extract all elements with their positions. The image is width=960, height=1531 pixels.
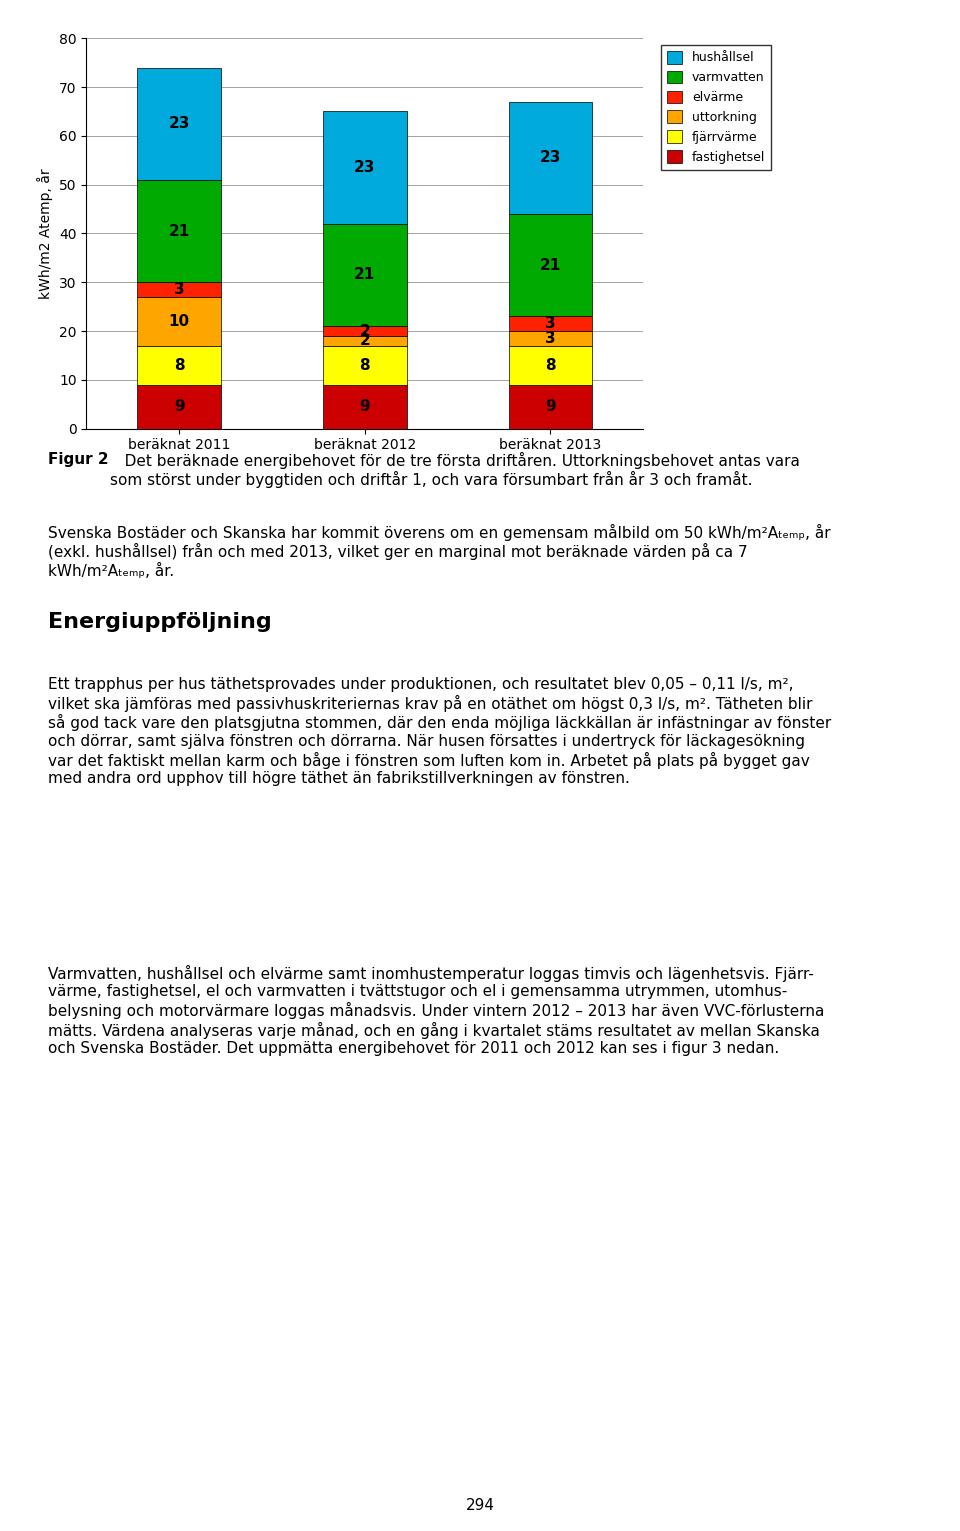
Text: 21: 21 (169, 224, 190, 239)
Text: 23: 23 (540, 150, 561, 165)
Text: 8: 8 (174, 358, 184, 372)
Bar (323, 224, 407, 326)
Text: 2: 2 (359, 334, 371, 349)
Text: 3: 3 (174, 282, 184, 297)
Bar (509, 384, 592, 429)
Text: Ett trapphus per hus täthetsprovades under produktionen, och resultatet blev 0,0: Ett trapphus per hus täthetsprovades und… (48, 677, 831, 785)
Text: 2: 2 (359, 323, 371, 338)
Bar (323, 326, 407, 335)
Bar (509, 346, 592, 384)
Text: Energiuppföljning: Energiuppföljning (48, 612, 272, 632)
Bar (509, 331, 592, 346)
Bar (509, 317, 592, 331)
Bar (137, 384, 221, 429)
Text: Figur 2: Figur 2 (48, 452, 108, 467)
Bar (137, 297, 221, 346)
Bar (323, 346, 407, 384)
Text: 21: 21 (540, 257, 561, 273)
Bar (323, 384, 407, 429)
Text: 294: 294 (466, 1497, 494, 1513)
Text: Svenska Bostäder och Skanska har kommit överens om en gemensam målbild om 50 kWh: Svenska Bostäder och Skanska har kommit … (48, 524, 830, 579)
Text: 21: 21 (354, 268, 375, 282)
Text: 10: 10 (169, 314, 190, 329)
Legend: hushållsel, varmvatten, elvärme, uttorkning, fjärrvärme, fastighetsel: hushållsel, varmvatten, elvärme, uttorkn… (660, 44, 772, 170)
Bar (509, 214, 592, 317)
Text: 8: 8 (545, 358, 556, 372)
Text: 8: 8 (359, 358, 371, 372)
Bar (137, 179, 221, 282)
Text: 9: 9 (359, 400, 371, 415)
Text: 23: 23 (169, 116, 190, 132)
Text: Det beräknade energibehovet för de tre första driftåren. Uttorkningsbehovet anta: Det beräknade energibehovet för de tre f… (110, 452, 801, 488)
Bar (137, 346, 221, 384)
Text: 3: 3 (545, 317, 556, 331)
Bar (323, 335, 407, 346)
Bar (323, 112, 407, 224)
Text: 9: 9 (174, 400, 184, 415)
Bar (137, 282, 221, 297)
Y-axis label: kWh/m2 Atemp, år: kWh/m2 Atemp, år (37, 168, 54, 299)
Text: 23: 23 (354, 161, 375, 175)
Text: 9: 9 (545, 400, 556, 415)
Bar (137, 67, 221, 179)
Bar (509, 101, 592, 214)
Text: Varmvatten, hushållsel och elvärme samt inomhustemperatur loggas timvis och läge: Varmvatten, hushållsel och elvärme samt … (48, 965, 825, 1056)
Text: 3: 3 (545, 331, 556, 346)
